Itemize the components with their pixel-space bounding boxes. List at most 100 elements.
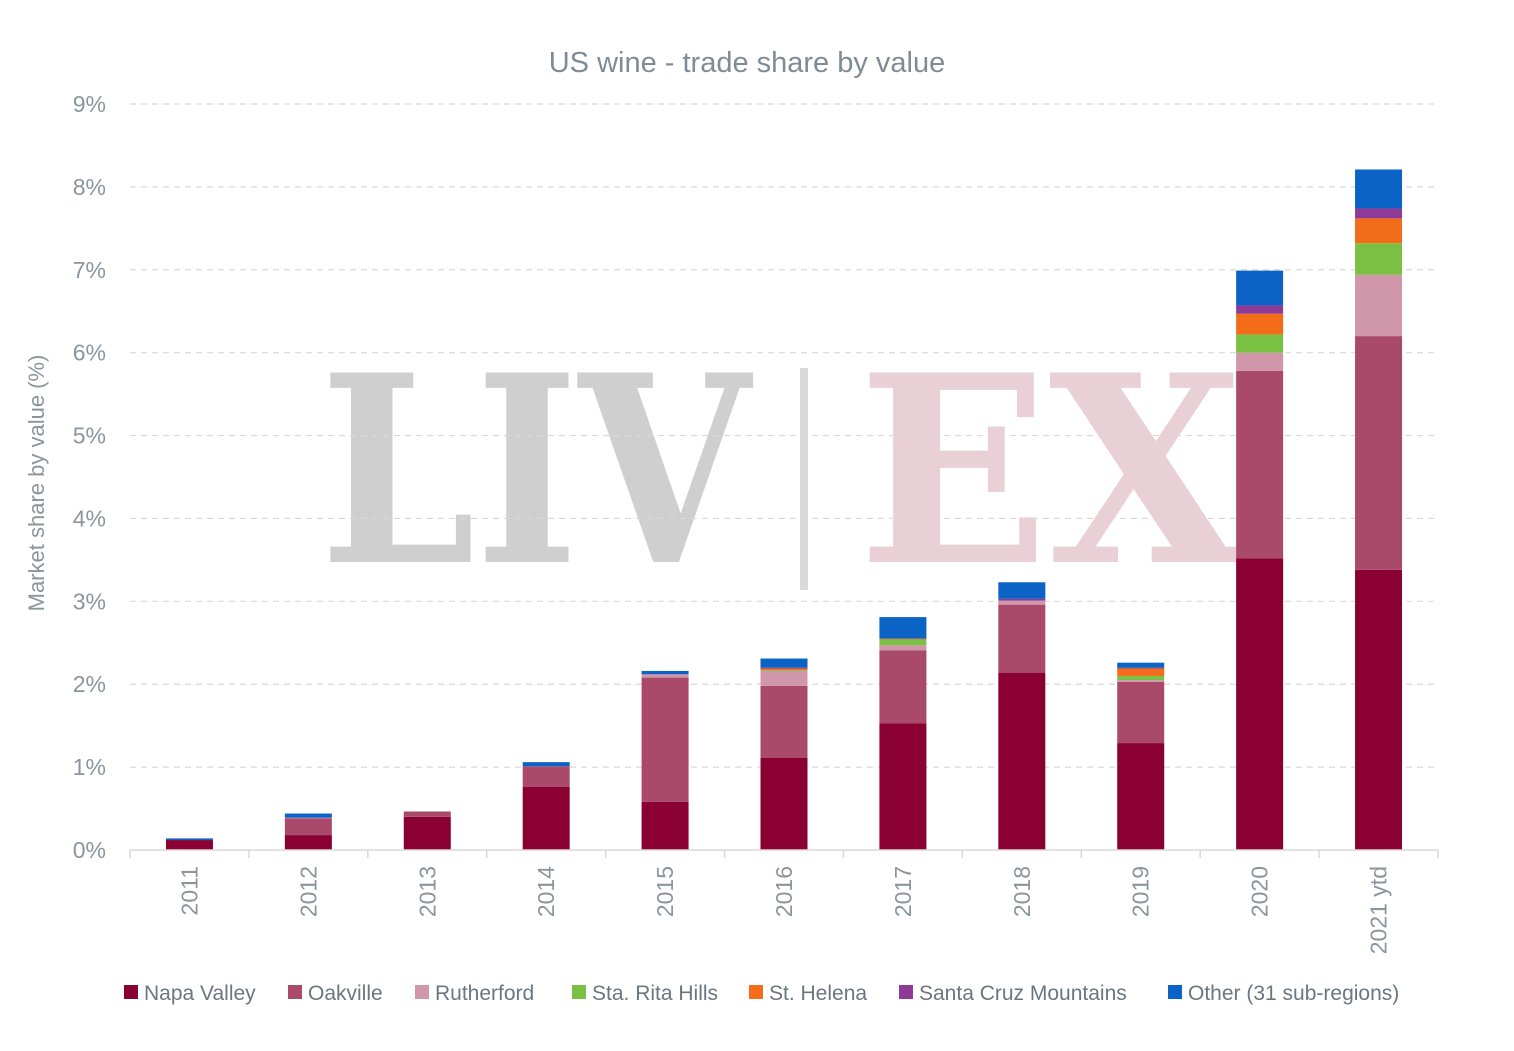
x-tick-label: 2018 bbox=[1009, 866, 1035, 917]
x-tick-label: 2015 bbox=[652, 866, 678, 917]
bar-segment bbox=[284, 817, 332, 819]
x-tick-label: 2016 bbox=[771, 866, 797, 917]
x-tick-label: 2012 bbox=[295, 866, 321, 917]
bar-segment bbox=[1355, 274, 1403, 337]
bar-segment bbox=[879, 617, 927, 639]
bar-segment bbox=[879, 650, 927, 724]
bar-segment bbox=[1236, 334, 1284, 353]
bar-segment bbox=[1236, 558, 1284, 850]
x-tick-label: 2019 bbox=[1128, 866, 1154, 917]
bar-segment bbox=[1355, 243, 1403, 275]
bar-stack bbox=[641, 670, 689, 850]
legend-item: Oakville bbox=[288, 982, 383, 1005]
bar-segment bbox=[1236, 352, 1284, 371]
y-tick-label: 9% bbox=[73, 91, 106, 117]
bar-segment bbox=[760, 757, 808, 850]
bar-segment bbox=[760, 667, 808, 669]
legend-label: Other (31 sub-regions) bbox=[1188, 982, 1399, 1005]
chart-title: US wine - trade share by value bbox=[549, 47, 946, 79]
bar-segment bbox=[165, 838, 213, 841]
legend-item: Other (31 sub-regions) bbox=[1168, 982, 1399, 1005]
bar-segment bbox=[1117, 743, 1165, 850]
bar-stack bbox=[403, 811, 451, 850]
bar-segment bbox=[284, 835, 332, 850]
legend-item: Napa Valley bbox=[124, 982, 256, 1005]
bar-segment bbox=[998, 604, 1046, 673]
bar-segment bbox=[1236, 313, 1284, 335]
legend-swatch bbox=[1168, 985, 1182, 999]
bar-segment bbox=[1117, 662, 1165, 668]
legend-label: Oakville bbox=[308, 982, 383, 1005]
legend-swatch bbox=[899, 985, 913, 999]
y-tick-label: 1% bbox=[73, 754, 106, 780]
bar-segment bbox=[1355, 336, 1403, 570]
bar-stack bbox=[760, 658, 808, 850]
bar-stack bbox=[522, 762, 570, 850]
bar-segment bbox=[641, 801, 689, 850]
legend-label: Napa Valley bbox=[144, 982, 256, 1005]
bar-stack bbox=[879, 617, 927, 850]
bar-segment bbox=[403, 811, 451, 812]
bar-segment bbox=[403, 816, 451, 850]
bar-segment bbox=[879, 723, 927, 850]
legend-swatch bbox=[288, 985, 302, 999]
y-tick-label: 6% bbox=[73, 340, 106, 366]
legend: Napa Valley Oakville Rutherford Sta. Rita H… bbox=[124, 982, 1399, 1005]
bar-segment bbox=[1236, 305, 1284, 314]
bar-segment bbox=[760, 685, 808, 758]
bar-segment bbox=[284, 818, 332, 836]
bar-stack bbox=[284, 813, 332, 850]
bar-segment bbox=[1355, 569, 1403, 850]
bar-segment bbox=[165, 840, 213, 850]
bar-segment bbox=[522, 766, 570, 788]
legend-label: Santa Cruz Mountains bbox=[919, 982, 1127, 1005]
legend-swatch bbox=[572, 985, 586, 999]
y-tick-label: 8% bbox=[73, 174, 106, 200]
bars bbox=[165, 169, 1403, 850]
y-tick-label: 2% bbox=[73, 671, 106, 697]
legend-label: Rutherford bbox=[435, 982, 534, 1005]
x-axis: 2011 2012 2013 2014 2015 2016 2017 2018 2019 2020… bbox=[129, 849, 1439, 954]
x-tick-label: 2020 bbox=[1247, 866, 1273, 917]
bar-stack bbox=[1236, 270, 1284, 850]
bar-segment bbox=[998, 582, 1046, 599]
bar-stack bbox=[1117, 662, 1165, 850]
legend-label: Sta. Rita Hills bbox=[592, 982, 718, 1005]
bar-segment bbox=[760, 670, 808, 671]
bar-segment bbox=[879, 645, 927, 651]
bar-segment bbox=[760, 670, 808, 686]
bar-segment bbox=[760, 668, 808, 671]
x-tick-label: 2014 bbox=[533, 866, 559, 917]
bar-segment bbox=[284, 813, 332, 818]
legend-item: Rutherford bbox=[415, 982, 534, 1005]
y-tick-label: 5% bbox=[73, 423, 106, 449]
livex-watermark: LIV EX bbox=[320, 319, 1244, 624]
legend-label: St. Helena bbox=[769, 982, 867, 1005]
bar-segment bbox=[998, 600, 1046, 605]
bar-segment bbox=[1355, 208, 1403, 219]
y-tick-label: 3% bbox=[73, 588, 106, 614]
bar-segment bbox=[522, 762, 570, 767]
x-tick-label: 2011 bbox=[176, 866, 202, 915]
bar-segment bbox=[641, 677, 689, 802]
bar-stack bbox=[1355, 169, 1403, 850]
y-axis-ticks: 0% 1% 2% 3% 4% 5% 6% 7% 8% 9% bbox=[73, 91, 106, 863]
y-tick-label: 0% bbox=[73, 837, 106, 863]
bar-segment bbox=[879, 638, 927, 640]
bar-segment bbox=[1236, 270, 1284, 306]
x-tick-label: 2013 bbox=[414, 866, 440, 917]
legend-item: St. Helena bbox=[749, 982, 867, 1005]
bar-segment bbox=[998, 598, 1046, 601]
legend-item: Sta. Rita Hills bbox=[572, 982, 718, 1005]
bar-segment bbox=[1117, 675, 1165, 681]
bar-segment bbox=[879, 639, 927, 646]
x-tick-label: 2021 ytd bbox=[1366, 866, 1392, 954]
legend-swatch bbox=[749, 985, 763, 999]
bar-segment bbox=[641, 674, 689, 678]
legend-swatch bbox=[124, 985, 138, 999]
y-tick-label: 4% bbox=[73, 505, 106, 531]
bar-segment bbox=[1355, 169, 1403, 209]
bar-segment bbox=[403, 811, 451, 817]
legend-item: Santa Cruz Mountains bbox=[899, 982, 1127, 1005]
